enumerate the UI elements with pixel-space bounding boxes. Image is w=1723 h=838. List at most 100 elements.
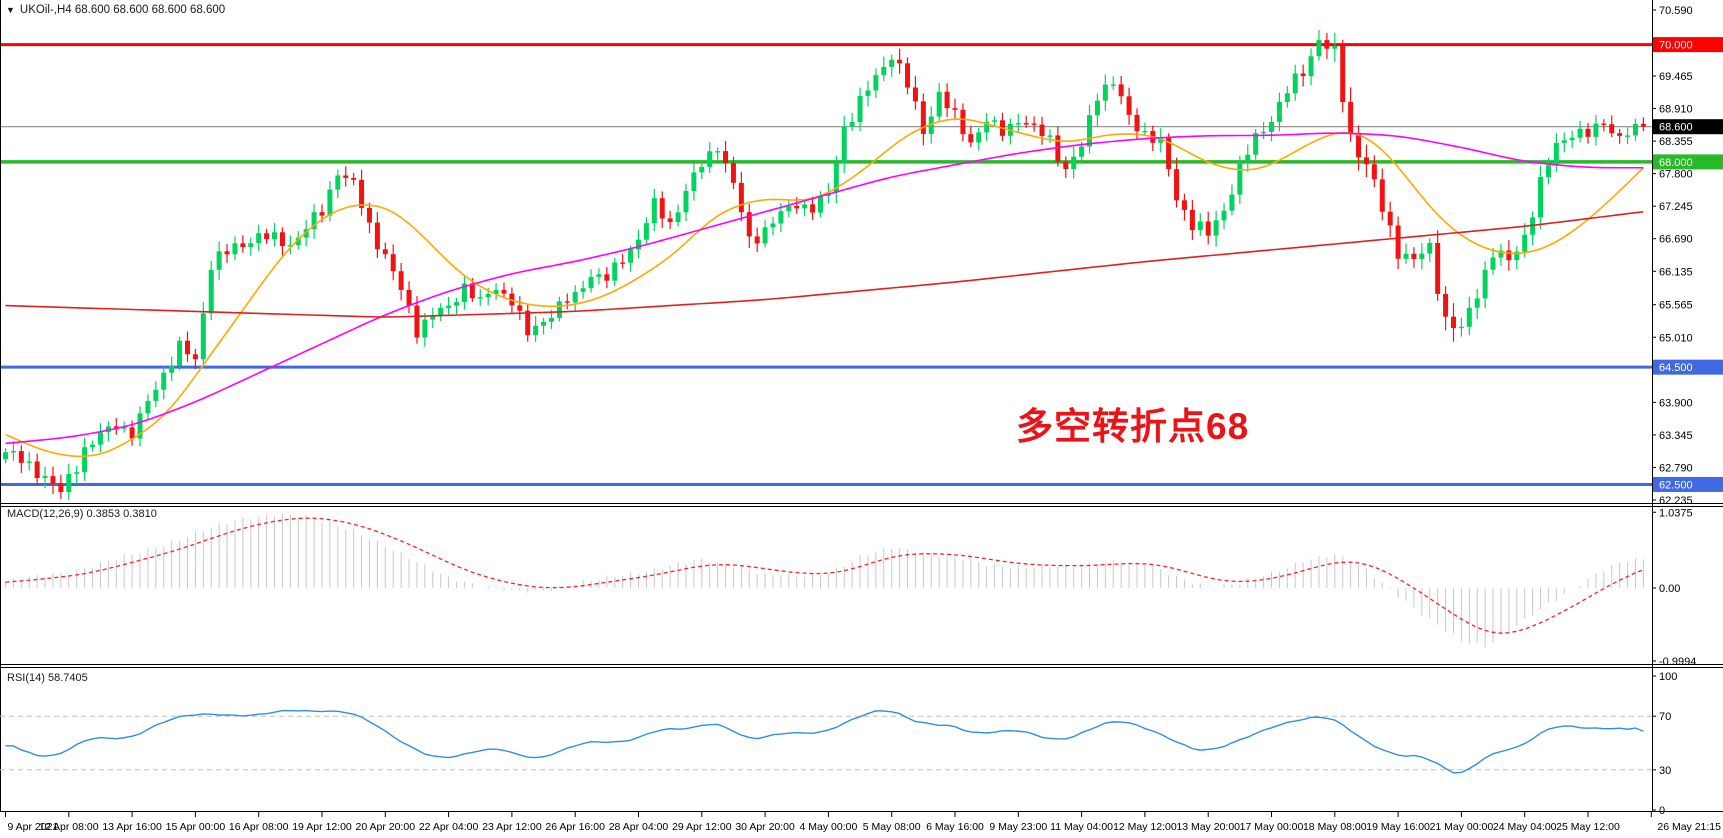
rsi-axis-label: 100: [1659, 671, 1677, 683]
candle: [691, 163, 697, 201]
candle: [928, 106, 934, 144]
time-axis-label[interactable]: 15 Apr 00:00: [166, 821, 226, 833]
candle: [1332, 32, 1338, 62]
candle: [501, 282, 507, 299]
symbol-ohlc-label: UKOil-,H4 68.600 68.600 68.600 68.600: [19, 4, 226, 16]
time-axis-label[interactable]: 24 May 04:00: [1493, 821, 1557, 833]
candle: [461, 274, 467, 310]
time-axis-label[interactable]: 6 May 16:00: [926, 821, 984, 833]
candle: [564, 293, 570, 310]
candle: [264, 228, 270, 244]
time-axis-label[interactable]: 19 Apr 12:00: [292, 821, 352, 833]
candle: [612, 257, 618, 286]
candle: [1632, 118, 1638, 141]
candle: [643, 217, 649, 245]
candle: [208, 260, 214, 321]
candle: [113, 417, 119, 435]
time-axis-label[interactable]: 16 Apr 08:00: [229, 821, 289, 833]
candle: [192, 349, 198, 370]
candle: [335, 169, 341, 199]
candle: [604, 266, 610, 289]
candle: [1142, 122, 1148, 136]
time-axis-label[interactable]: 30 Apr 20:00: [735, 821, 795, 833]
candle: [303, 220, 309, 247]
time-axis-label[interactable]: 26 Apr 16:00: [545, 821, 605, 833]
candle: [1308, 48, 1314, 86]
candle: [1609, 115, 1615, 138]
candle: [256, 224, 262, 252]
candle: [390, 244, 396, 281]
time-axis-label[interactable]: 13 Apr 16:00: [102, 821, 162, 833]
price-axis-label: 66.135: [1659, 266, 1693, 278]
candle: [746, 204, 752, 248]
svg-text:68.600: 68.600: [1659, 122, 1693, 134]
time-axis-label[interactable]: 12 Apr 08:00: [39, 821, 99, 833]
price-axis-label: 70.590: [1659, 5, 1693, 17]
time-axis-label[interactable]: 9 May 23:00: [989, 821, 1047, 833]
candle: [556, 296, 562, 322]
time-axis-label[interactable]: 23 Apr 12:00: [482, 821, 542, 833]
candle: [1284, 86, 1290, 108]
candle: [707, 142, 713, 173]
candle: [153, 381, 159, 408]
time-axis-label[interactable]: 29 Apr 12:00: [672, 821, 732, 833]
symbol-header: ▼ UKOil-,H4 68.600 68.600 68.600 68.600: [6, 4, 225, 16]
svg-text:64.500: 64.500: [1659, 362, 1693, 374]
candle: [1269, 116, 1274, 142]
candle: [841, 115, 847, 174]
candle: [1205, 211, 1211, 245]
candle: [897, 48, 903, 74]
price-badge-70.000: 70.000: [1653, 37, 1723, 53]
candle: [1403, 243, 1409, 264]
candle: [1015, 114, 1021, 133]
time-axis-label[interactable]: 17 May 00:00: [1240, 821, 1304, 833]
time-axis-label[interactable]: 4 May 00:00: [800, 821, 858, 833]
candle: [1221, 203, 1227, 230]
candle: [1530, 211, 1536, 246]
price-axis-label: 62.790: [1659, 462, 1693, 474]
candle: [184, 331, 190, 362]
candle: [1261, 122, 1267, 140]
candle: [1237, 155, 1243, 204]
candle: [1118, 75, 1124, 105]
candle: [1197, 213, 1203, 237]
candle: [1482, 261, 1488, 309]
candle: [240, 235, 246, 253]
time-axis-label[interactable]: 22 Apr 04:00: [419, 821, 479, 833]
time-axis-label[interactable]: 13 May 20:00: [1176, 821, 1240, 833]
candle: [1094, 93, 1100, 127]
macd-axis: 1.0375 0.00 -0.9994: [1652, 507, 1696, 668]
time-axis-label[interactable]: 9 Apr 2021: [8, 821, 59, 833]
time-axis-label[interactable]: 21 May 00:00: [1430, 821, 1494, 833]
chevron-down-icon[interactable]: ▼: [6, 5, 15, 15]
candle: [382, 242, 388, 259]
candle: [97, 423, 103, 453]
candle: [1443, 286, 1449, 331]
candle: [1292, 64, 1298, 101]
time-axis-label[interactable]: 28 Apr 04:00: [609, 821, 669, 833]
candle: [1585, 122, 1591, 144]
candle: [541, 317, 547, 335]
candle: [177, 336, 183, 371]
time-axis-label[interactable]: 20 Apr 20:00: [356, 821, 416, 833]
time-axis-label[interactable]: 12 May 12:00: [1113, 821, 1177, 833]
macd-axis-label: -0.9994: [1659, 656, 1696, 668]
candle: [675, 204, 681, 227]
candle: [137, 406, 143, 447]
candle: [1466, 296, 1472, 336]
time-axis-label[interactable]: 19 May 16:00: [1366, 821, 1430, 833]
candle: [454, 298, 460, 315]
time-axis-label[interactable]: 26 May 21:15: [1657, 821, 1721, 833]
time-axis-label[interactable]: 5 May 08:00: [863, 821, 921, 833]
candle: [1640, 117, 1646, 132]
time-axis-label[interactable]: 18 May 08:00: [1303, 821, 1367, 833]
time-axis-label[interactable]: 25 May 12:00: [1556, 821, 1620, 833]
candle: [58, 474, 64, 500]
time-axis-label[interactable]: 11 May 04:00: [1050, 821, 1113, 833]
candle: [1047, 129, 1053, 143]
svg-text:70.000: 70.000: [1659, 40, 1693, 52]
candle: [366, 202, 372, 234]
candle: [3, 448, 8, 464]
candle: [628, 245, 634, 272]
